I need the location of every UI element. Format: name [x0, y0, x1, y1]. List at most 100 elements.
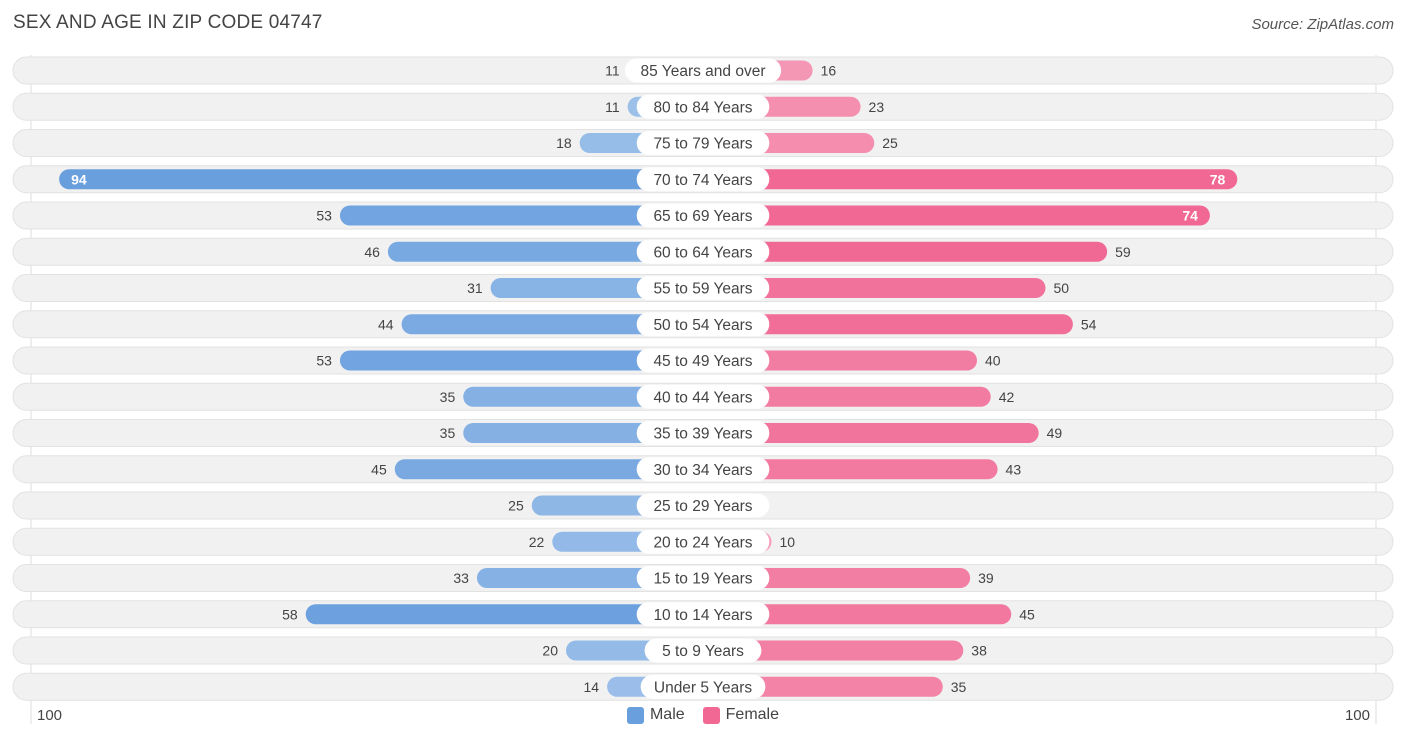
- female-value-label: 16: [821, 63, 837, 79]
- category-label-pill: [636, 602, 770, 627]
- legend-item-female[interactable]: Female: [702, 706, 780, 724]
- female-value-label: 25: [882, 135, 898, 151]
- category-label: 25 to 29 Years: [653, 498, 752, 515]
- category-label-pill: [636, 167, 770, 192]
- chart-title: SEX AND AGE IN ZIP CODE 04747: [13, 12, 323, 33]
- legend-male-label: Male: [649, 706, 685, 723]
- category-label-pill: [636, 94, 770, 119]
- category-label: 5 to 9 Years: [662, 643, 744, 660]
- category-label: 80 to 84 Years: [653, 99, 752, 116]
- male-value-label: 53: [316, 353, 332, 369]
- female-bar: [703, 604, 1012, 625]
- male-value-label: 11: [605, 99, 620, 115]
- male-value-label: 11: [605, 63, 620, 79]
- female-bar: [703, 386, 991, 407]
- male-value-label: 46: [364, 244, 380, 260]
- category-label-pill: [636, 348, 770, 373]
- male-value-label: 44: [378, 316, 394, 332]
- category-label: 75 to 79 Years: [653, 136, 752, 153]
- male-value-label: 22: [529, 534, 545, 550]
- category-label-pill: [636, 529, 770, 554]
- category-label: 55 to 59 Years: [653, 281, 752, 298]
- category-label: 15 to 19 Years: [653, 571, 752, 588]
- male-bar: [401, 314, 703, 335]
- female-bar: [703, 241, 1108, 262]
- category-label-pill: [636, 421, 770, 445]
- female-swatch: [702, 706, 720, 724]
- legend-female-label: Female: [725, 706, 780, 723]
- female-bar: [703, 568, 971, 588]
- legend: Male Female: [0, 706, 1406, 724]
- male-value-label: 58: [282, 606, 298, 622]
- category-label-pill: [636, 566, 770, 590]
- category-label: 35 to 39 Years: [653, 426, 752, 443]
- source-label: Source: ZipAtlas.com: [1251, 16, 1394, 33]
- female-value-label: 49: [1047, 425, 1063, 441]
- category-label-pill: [640, 674, 766, 699]
- category-label: Under 5 Years: [654, 679, 752, 696]
- male-value-label: 20: [542, 643, 558, 659]
- female-bar: [703, 205, 1210, 226]
- male-swatch: [626, 706, 644, 724]
- male-bar: [387, 241, 703, 262]
- category-label-pill: [636, 239, 770, 264]
- category-label-pill: [644, 638, 762, 663]
- category-label: 40 to 44 Years: [653, 389, 752, 406]
- female-bar: [703, 640, 964, 661]
- female-value-label: 78: [1210, 171, 1226, 187]
- male-value-label: 53: [316, 208, 332, 224]
- female-value-label: 74: [1182, 208, 1198, 224]
- female-bar: [703, 350, 977, 371]
- female-value-label: 38: [971, 643, 987, 659]
- female-value-label: 42: [999, 389, 1015, 405]
- female-value-label: 43: [1006, 461, 1022, 477]
- female-value-label: 39: [978, 570, 994, 586]
- axis-right-label: 100: [1344, 707, 1370, 724]
- female-value-label: 40: [985, 353, 1001, 369]
- male-value-label: 45: [371, 461, 387, 477]
- category-label-pill: [636, 131, 770, 155]
- male-value-label: 35: [440, 425, 456, 441]
- male-bar: [305, 604, 703, 625]
- male-value-label: 94: [71, 171, 87, 187]
- category-label: 65 to 69 Years: [653, 208, 752, 225]
- category-label: 20 to 24 Years: [653, 534, 752, 551]
- category-label-pill: [636, 457, 770, 482]
- legend-item-male[interactable]: Male: [626, 706, 685, 724]
- category-label: 45 to 49 Years: [653, 353, 752, 370]
- category-label: 70 to 74 Years: [653, 172, 752, 189]
- female-value-label: 10: [780, 534, 796, 550]
- female-value-label: 45: [1019, 606, 1035, 622]
- category-label: 50 to 54 Years: [653, 317, 752, 334]
- male-value-label: 18: [556, 135, 572, 151]
- female-value-label: 59: [1115, 244, 1131, 260]
- female-value-label: 54: [1081, 316, 1097, 332]
- female-bar: [703, 459, 998, 480]
- male-value-label: 25: [508, 498, 524, 514]
- category-label-pill: [636, 312, 770, 337]
- male-bar: [394, 459, 703, 480]
- category-label-pill: [636, 493, 770, 518]
- female-value-label: 35: [951, 679, 967, 695]
- female-bar: [703, 314, 1073, 335]
- category-label: 30 to 34 Years: [653, 462, 752, 479]
- male-value-label: 31: [467, 280, 483, 296]
- male-bar: [339, 350, 703, 371]
- female-bar: [703, 278, 1046, 298]
- male-value-label: 14: [584, 679, 600, 695]
- male-bar: [339, 205, 703, 226]
- female-value-label: 50: [1054, 280, 1070, 296]
- axis-left-label: 100: [37, 707, 63, 724]
- category-label-pill: [636, 203, 770, 228]
- category-label: 10 to 14 Years: [653, 607, 752, 624]
- female-bar: [703, 423, 1039, 443]
- male-value-label: 35: [440, 389, 456, 405]
- male-value-label: 33: [453, 570, 469, 586]
- female-bar: [703, 169, 1238, 190]
- category-label-pill: [636, 276, 770, 300]
- female-value-label: 23: [869, 99, 885, 115]
- category-label: 85 Years and over: [641, 63, 766, 80]
- category-label-pill: [636, 384, 770, 409]
- category-label-pill: [624, 58, 782, 83]
